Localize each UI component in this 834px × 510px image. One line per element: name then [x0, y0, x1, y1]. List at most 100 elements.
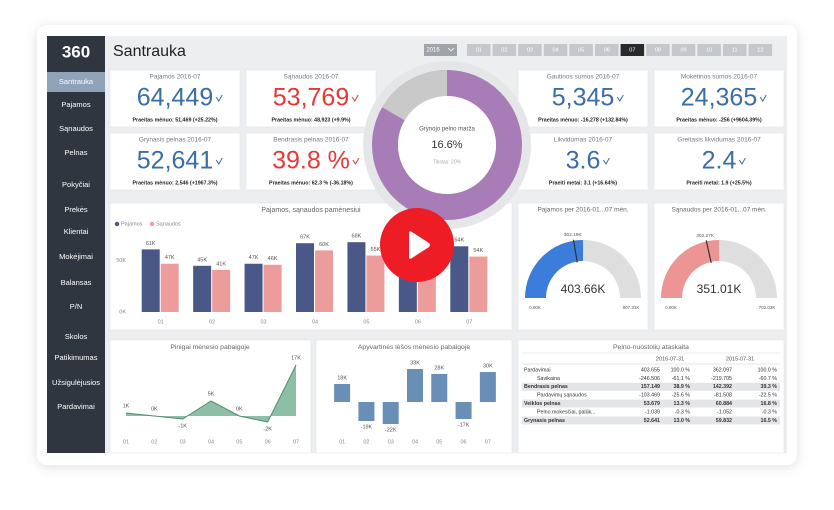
kpi-card — [517, 132, 649, 191]
bar — [382, 402, 399, 424]
menu-item[interactable]: Klientai — [64, 227, 89, 236]
gauge-min: 0.00K — [665, 305, 677, 310]
kpi-value: 53,769 — [273, 84, 349, 112]
month-button[interactable] — [671, 44, 696, 56]
bar — [450, 246, 469, 312]
table-cell: -246.506 — [639, 376, 660, 382]
table-cell: 39.3 % — [761, 384, 778, 390]
data-label: 1K — [123, 403, 130, 409]
table-cell: -1.052 — [717, 409, 732, 415]
data-label: 61K — [146, 241, 156, 247]
donut-target: Tikslas: 20% — [433, 159, 462, 165]
sidebar — [47, 36, 105, 453]
menu-item[interactable]: Pokyčiai — [62, 180, 90, 189]
table-cell: -61.1 % — [672, 376, 691, 382]
gauge-target-label: 362.19K — [564, 232, 583, 238]
x-tick-label: 07 — [485, 439, 491, 445]
bar — [193, 265, 212, 312]
month-button[interactable] — [697, 44, 721, 56]
chart-title: Pinigai mėnesio pabaigoje — [170, 344, 250, 351]
kpi-title: Pajamos 2016-07 — [150, 74, 201, 81]
month-button[interactable] — [543, 44, 568, 56]
gauge-target — [572, 239, 578, 263]
table-cell: 59.832 — [716, 418, 732, 424]
year-dropdown[interactable] — [424, 44, 457, 56]
bar — [160, 263, 179, 312]
menu-item[interactable]: Pardavimai — [57, 402, 95, 411]
x-tick-label: 02 — [363, 439, 369, 445]
gauge-value: 351.01K — [697, 282, 742, 296]
month-button[interactable] — [492, 44, 517, 56]
data-label: 5K — [208, 391, 215, 397]
table-cell: 13.0 % — [674, 418, 691, 424]
menu-item[interactable]: Skolos — [65, 332, 88, 341]
month-label: 10 — [706, 47, 712, 53]
trend-icon — [602, 157, 610, 165]
month-button[interactable] — [595, 44, 619, 56]
donut-segment — [382, 70, 447, 121]
menu-item[interactable]: Sąnaudos — [59, 124, 93, 133]
data-label: 47K — [165, 255, 175, 261]
table-title: Pelno-nuostolių ataskaita — [613, 344, 689, 351]
x-tick-label: 06 — [415, 319, 421, 325]
trend-icon — [738, 157, 746, 165]
trend-icon — [616, 94, 624, 102]
table-cell: Pardavimai — [524, 367, 551, 373]
x-tick-label: 06 — [265, 439, 271, 445]
x-tick-label: 05 — [436, 439, 442, 445]
bar — [334, 384, 351, 402]
menu-item[interactable]: Santrauka — [59, 77, 94, 86]
dropdown-arrow — [447, 47, 455, 52]
menu-item[interactable]: Patikimumas — [55, 353, 98, 362]
gauge-fill — [525, 240, 584, 298]
kpi-title: Grynasis pelnas 2016-07 — [139, 137, 212, 144]
menu-item[interactable]: Užsigulėjusios — [52, 378, 100, 387]
month-label: 05 — [578, 47, 584, 53]
bar — [263, 264, 282, 312]
chart-title: Sąnaudos per 2016-01...07 mėn. — [671, 207, 766, 214]
kpi-value: 64,449 — [137, 84, 213, 112]
menu-item[interactable]: P/N — [70, 302, 83, 311]
kpi-card — [109, 132, 241, 191]
play-icon — [409, 231, 430, 259]
table-cell: 38.9 % — [674, 384, 691, 390]
menu-item[interactable]: Balansas — [61, 278, 92, 287]
x-tick-label: 01 — [158, 319, 164, 325]
table-row-bg — [522, 399, 780, 408]
menu-item[interactable]: Prekės — [64, 205, 88, 214]
month-button[interactable] — [620, 44, 645, 56]
data-label: 18K — [337, 375, 347, 381]
trend-icon — [215, 157, 223, 165]
month-button[interactable] — [518, 44, 542, 56]
table-cell: -0.3 % — [675, 409, 691, 415]
menu-item[interactable]: Pajamos — [61, 100, 90, 109]
month-label: 12 — [757, 47, 763, 53]
bar — [244, 263, 263, 312]
month-button[interactable] — [569, 44, 593, 56]
month-label: 04 — [552, 47, 558, 53]
x-tick-label: 02 — [209, 319, 215, 325]
table-cell: -22.5 % — [759, 393, 778, 399]
kpi-sub: Praeitas mėnuo: 51,469 (+25.22%) — [133, 117, 218, 123]
month-button[interactable] — [748, 44, 773, 56]
kpi-card — [245, 69, 377, 128]
x-tick-label: 03 — [388, 439, 394, 445]
month-button[interactable] — [467, 44, 491, 56]
table-cell: 13.3 % — [674, 401, 691, 407]
data-label: 46K — [268, 256, 278, 262]
x-tick-label: 04 — [312, 319, 318, 325]
month-button[interactable] — [723, 44, 747, 56]
data-label: 0K — [151, 406, 158, 412]
menu-item[interactable]: Pelnas — [65, 148, 88, 157]
month-button[interactable] — [646, 44, 670, 56]
table-cell: -60.7 % — [759, 376, 778, 382]
table-cell: Pelno mokesčiai, palūk... — [537, 409, 596, 415]
x-tick-label: 02 — [151, 439, 157, 445]
bar — [141, 249, 160, 312]
menu-item[interactable]: Mokėjimai — [59, 252, 93, 261]
bar — [315, 250, 333, 312]
kpi-value: 3.6 — [566, 147, 601, 175]
table-cell: 100.0 % — [671, 367, 691, 373]
x-tick-label: 03 — [261, 319, 267, 325]
table-cell: Veiklos pelnas — [524, 401, 561, 407]
